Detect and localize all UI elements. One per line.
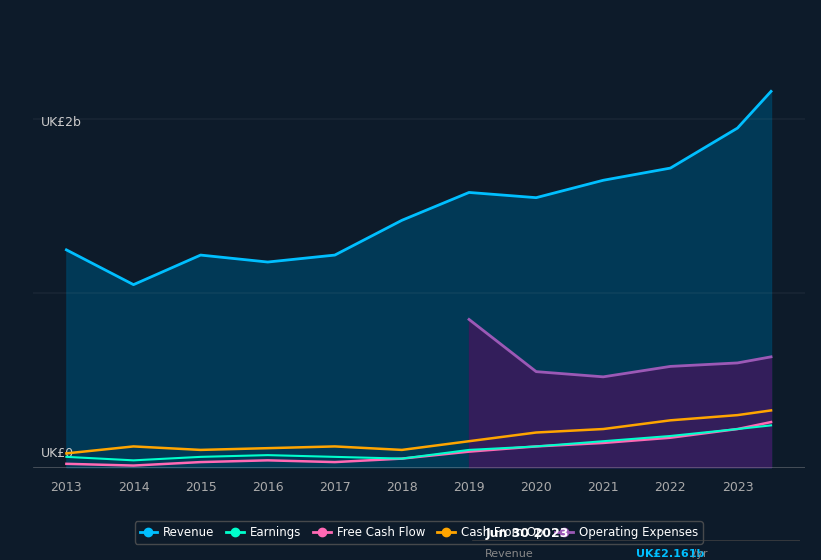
Text: /yr: /yr <box>690 549 708 559</box>
Text: Jun 30 2023: Jun 30 2023 <box>485 527 569 540</box>
Text: UK£0: UK£0 <box>40 447 74 460</box>
Text: Revenue: Revenue <box>485 549 534 559</box>
Text: UK£2b: UK£2b <box>40 116 81 129</box>
Legend: Revenue, Earnings, Free Cash Flow, Cash From Op, Operating Expenses: Revenue, Earnings, Free Cash Flow, Cash … <box>135 521 703 544</box>
Text: UK£2.161b: UK£2.161b <box>636 549 704 559</box>
